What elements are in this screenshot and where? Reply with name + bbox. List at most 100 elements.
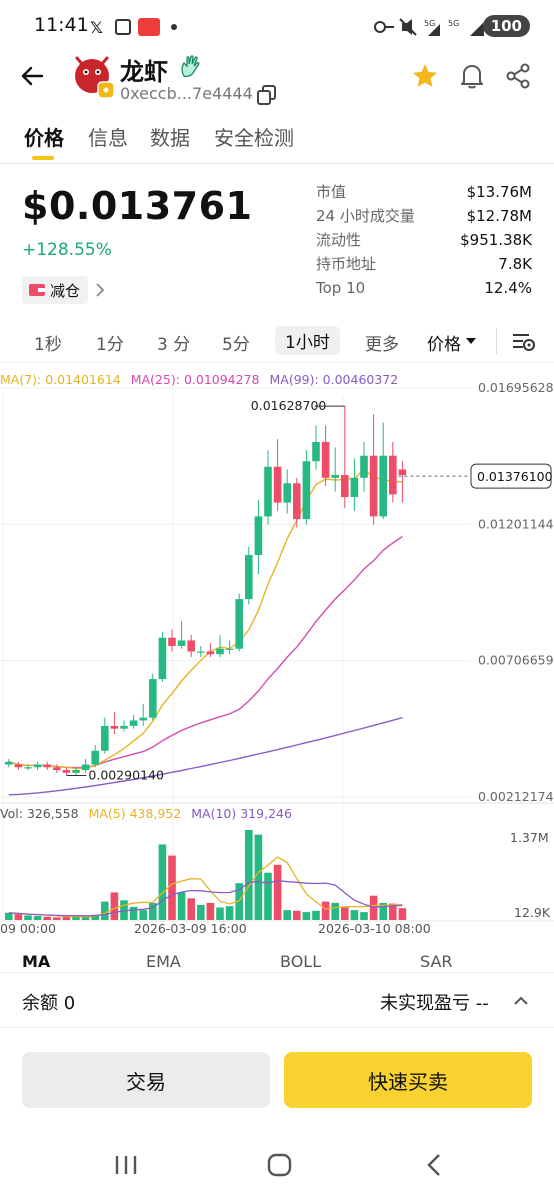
status-icons-left: 𝕏 bbox=[90, 18, 177, 37]
status-bar: 11:41 𝕏 5G 5G 100 bbox=[0, 0, 554, 52]
back-nav-icon[interactable] bbox=[424, 1152, 444, 1178]
timeframe-bar: 1秒 1分 3 分 5分 1小时 更多 价格 bbox=[0, 322, 554, 362]
recent-apps-icon[interactable] bbox=[114, 1154, 138, 1176]
status-time: 11:41 bbox=[34, 14, 89, 36]
candle bbox=[43, 764, 51, 768]
chevron-up-icon[interactable] bbox=[513, 995, 529, 1007]
timeframe-5m[interactable]: 5分 bbox=[222, 335, 250, 355]
candle bbox=[101, 725, 109, 751]
back-arrow-icon[interactable] bbox=[20, 66, 44, 86]
volume-bar bbox=[5, 912, 13, 920]
stat-liquidity: 流动性 $951.38K bbox=[316, 228, 532, 252]
volume-bar bbox=[321, 901, 330, 920]
candle bbox=[360, 455, 368, 478]
volume-legend-ma10: MA(10) 319,246 bbox=[191, 806, 292, 821]
candle bbox=[14, 764, 23, 768]
indicator-tab-boll[interactable]: BOLL bbox=[280, 952, 322, 971]
timeframe-1h[interactable]: 1小时 bbox=[275, 326, 340, 355]
hand-wave-icon bbox=[181, 55, 200, 78]
price-change: +128.55% bbox=[22, 240, 112, 260]
tab-info[interactable]: 信息 bbox=[88, 126, 128, 150]
candle bbox=[235, 599, 243, 649]
volume-bar bbox=[91, 914, 99, 920]
contract-address: 0xeccb...7e4444 bbox=[120, 84, 253, 103]
balance-row[interactable]: 余额 0 未实现盈亏 -- bbox=[0, 972, 554, 1028]
timeframe-1m[interactable]: 1分 bbox=[96, 335, 124, 355]
candle bbox=[302, 461, 311, 520]
volume-bar bbox=[53, 917, 61, 920]
volume-bar bbox=[149, 902, 157, 920]
volume-bar bbox=[24, 915, 32, 920]
timeframe-more[interactable]: 更多 bbox=[365, 335, 399, 355]
candle bbox=[81, 764, 90, 771]
timeframe-3m[interactable]: 3 分 bbox=[157, 335, 191, 355]
indicator-tab-ma[interactable]: MA bbox=[22, 952, 51, 971]
current-price-label: 0.01376100 bbox=[477, 469, 553, 484]
candle bbox=[53, 767, 61, 771]
stat-label: Top 10 bbox=[316, 279, 366, 297]
caret-down-icon[interactable] bbox=[465, 336, 477, 346]
x-axis-label: 2026-03-10 08:00 bbox=[318, 921, 431, 936]
bell-icon[interactable] bbox=[459, 62, 485, 90]
candle bbox=[24, 767, 32, 769]
price-chart[interactable]: 0.01695628 0.01201144 0.00706659 0.00212174… bbox=[0, 0, 554, 948]
home-icon[interactable] bbox=[266, 1152, 294, 1178]
volume-bar bbox=[398, 908, 407, 920]
system-nav-bar bbox=[0, 1140, 554, 1200]
copy-icon[interactable] bbox=[256, 84, 278, 106]
volume-legend-vol: Vol: 326,558 bbox=[0, 806, 79, 821]
candle bbox=[321, 441, 330, 478]
divider bbox=[496, 328, 497, 354]
chevron-right-icon[interactable] bbox=[94, 282, 106, 298]
candle bbox=[149, 679, 157, 718]
indicator-tab-ema[interactable]: EMA bbox=[146, 952, 181, 971]
battery-indicator: 100 bbox=[482, 15, 530, 37]
timeframe-1s[interactable]: 1秒 bbox=[34, 335, 62, 355]
stat-value: $951.38K bbox=[460, 231, 532, 249]
volume-bar bbox=[158, 844, 167, 920]
stat-24h-volume: 24 小时成交量 $12.78M bbox=[316, 204, 532, 228]
low-price-label: 0.00290140 bbox=[88, 768, 164, 783]
candle bbox=[389, 455, 397, 495]
trade-button[interactable]: 交易 bbox=[22, 1052, 270, 1108]
candle bbox=[110, 725, 119, 729]
stat-top10: Top 10 12.4% bbox=[316, 276, 532, 300]
volume-bar bbox=[264, 872, 272, 920]
indicator-settings-icon[interactable] bbox=[512, 332, 536, 352]
candle bbox=[187, 640, 195, 652]
svg-text:5G: 5G bbox=[448, 19, 459, 28]
indicator-tabs: MA EMA BOLL SAR bbox=[0, 948, 554, 978]
volume-bar bbox=[389, 903, 397, 920]
indicator-tab-sar[interactable]: SAR bbox=[420, 952, 453, 971]
price-type-label: 价格 bbox=[427, 335, 461, 355]
y-axis-label: 0.00706659 bbox=[478, 653, 554, 668]
coin-name: 龙虾 bbox=[120, 58, 168, 86]
current-price: $0.013761 bbox=[22, 184, 253, 228]
tab-price[interactable]: 价格 bbox=[24, 126, 64, 150]
stat-label: 流动性 bbox=[316, 231, 362, 249]
price-type-selector[interactable]: 价格 bbox=[427, 330, 461, 355]
favorite-star-icon[interactable] bbox=[411, 62, 439, 90]
candle bbox=[225, 648, 234, 650]
volume-ma5-line bbox=[8, 856, 403, 918]
stat-value: 12.4% bbox=[484, 279, 532, 297]
quick-trade-button[interactable]: 快速买卖 bbox=[284, 1052, 532, 1108]
reduce-position-button[interactable]: 减仓 bbox=[22, 276, 89, 304]
volume-bar bbox=[302, 912, 311, 920]
detail-tabs: 价格 信息 数据 安全检测 bbox=[0, 112, 554, 164]
y-axis-label: 0.01201144 bbox=[478, 516, 554, 531]
coin-header: 龙虾 0xeccb...7e4444 bbox=[0, 52, 554, 108]
volume-bar bbox=[341, 906, 349, 920]
volume-ma10-line bbox=[8, 879, 403, 917]
ma7-line bbox=[8, 468, 403, 770]
share-icon[interactable] bbox=[505, 62, 533, 90]
tab-security[interactable]: 安全检测 bbox=[214, 126, 294, 150]
candle bbox=[369, 455, 378, 517]
candle bbox=[245, 554, 253, 600]
tab-data[interactable]: 数据 bbox=[150, 126, 190, 150]
balance-label: 余额 0 bbox=[22, 993, 76, 1014]
volume-bar bbox=[129, 906, 138, 920]
ma99-legend: MA(99): 0.00460372 bbox=[269, 372, 399, 387]
volume-bar bbox=[139, 910, 147, 920]
candle bbox=[216, 648, 224, 655]
